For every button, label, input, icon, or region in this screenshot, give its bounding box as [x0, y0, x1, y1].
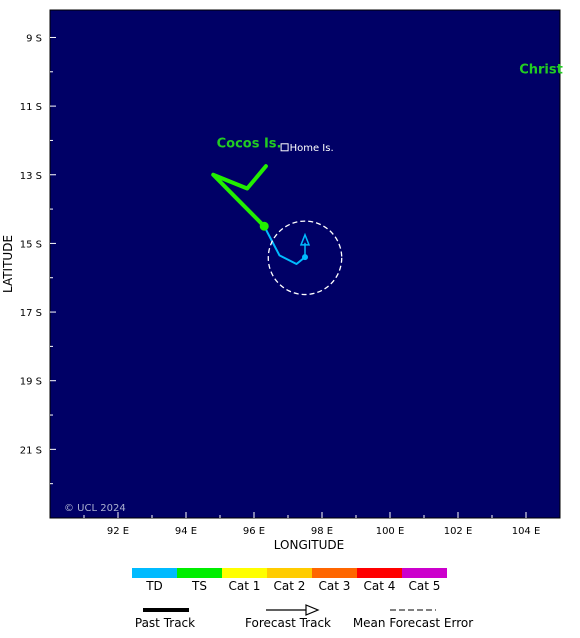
latitude-ticks: 9 S 11 S 13 S 15 S 17 S 19 S 21 S — [20, 33, 56, 485]
current-position-marker — [302, 254, 308, 261]
place-label: Home Is. — [290, 143, 334, 154]
place-label: Christ — [519, 63, 563, 78]
category-swatch — [132, 568, 177, 578]
lon-tick-label: 94 E — [175, 526, 197, 537]
category-swatch — [177, 568, 222, 578]
place-label: Cocos Is. — [217, 136, 282, 151]
category-label: Cat 4 — [364, 579, 396, 593]
x-axis-title: LONGITUDE — [274, 538, 344, 552]
lat-tick-label: 13 S — [20, 171, 42, 182]
map-frame — [49, 9, 561, 519]
lon-tick-label: 102 E — [444, 526, 473, 537]
lat-tick-label: 19 S — [20, 377, 42, 388]
category-swatch — [402, 568, 447, 578]
lon-tick-label: 100 E — [376, 526, 405, 537]
category-legend: TD TS Cat 1 Cat 2 Cat 3 Cat 4 Cat 5 — [132, 568, 447, 593]
past-track-tropical-storm — [211, 164, 268, 229]
island-marker — [280, 143, 289, 152]
past-track-legend-label: Past Track — [135, 616, 195, 630]
mean-error-legend-label: Mean Forecast Error — [353, 616, 473, 630]
lat-tick-label: 9 S — [26, 33, 42, 44]
storm-tracks — [211, 164, 343, 296]
category-label: TS — [191, 579, 207, 593]
forecast-arrow-head — [299, 232, 311, 246]
forecast-arrow-icon — [305, 604, 320, 616]
category-swatch — [267, 568, 312, 578]
place-labels: Cocos Is. Home Is. Christ — [217, 63, 563, 154]
lat-tick-label: 11 S — [20, 102, 42, 113]
track-legend: Past Track Forecast Track Mean Forecast … — [135, 604, 473, 630]
y-axis-title: LATITUDE — [1, 235, 15, 293]
axes-frame — [49, 9, 561, 519]
tropical-storm-point — [259, 221, 269, 231]
longitude-ticks: 92 E 94 E 96 E 98 E 100 E 102 E 104 E — [83, 512, 541, 537]
category-swatch — [222, 568, 267, 578]
map-background — [50, 10, 560, 518]
category-label: Cat 3 — [319, 579, 351, 593]
category-swatch — [357, 568, 402, 578]
lon-tick-label: 96 E — [243, 526, 265, 537]
category-label: Cat 1 — [229, 579, 261, 593]
lat-tick-label: 15 S — [20, 239, 42, 250]
forecast-track-legend-label: Forecast Track — [245, 616, 331, 630]
category-label: TD — [145, 579, 163, 593]
category-swatch — [312, 568, 357, 578]
lat-tick-label: 21 S — [20, 445, 42, 456]
category-label: Cat 5 — [409, 579, 441, 593]
lon-tick-label: 92 E — [107, 526, 129, 537]
lat-tick-label: 17 S — [20, 308, 42, 319]
lon-tick-label: 98 E — [311, 526, 333, 537]
mean-forecast-error-circle — [267, 220, 343, 296]
category-label: Cat 2 — [274, 579, 306, 593]
copyright-text: © UCL 2024 — [64, 503, 126, 514]
lon-tick-label: 104 E — [512, 526, 541, 537]
